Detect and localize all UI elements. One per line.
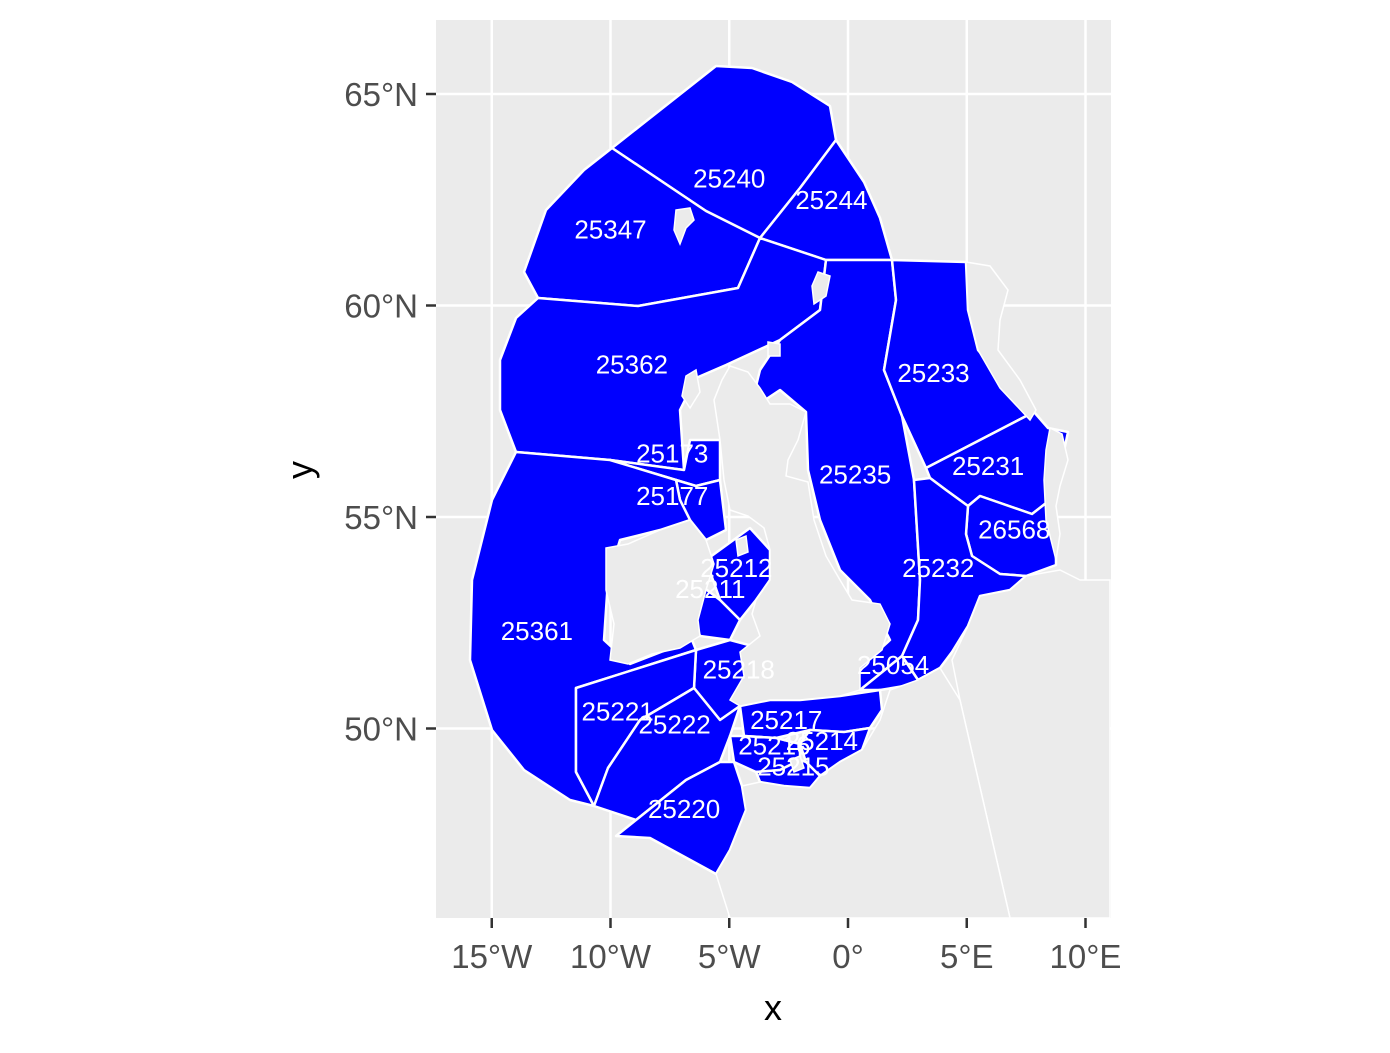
zone-label-25220: 25220 [648,794,720,824]
denmark-land [1043,426,1069,561]
zone-label-25173: 25173 [636,439,708,469]
zone-label-25232: 25232 [902,553,974,583]
zone-label-25054: 25054 [857,650,929,680]
x-axis: 15°W 10°W 5°W 0° 5°E 10°E [451,918,1121,975]
orkney-islands [767,341,781,357]
x-tick-label: 10°E [1050,938,1122,975]
y-tick-label: 60°N [344,288,418,325]
zone-label-25361: 25361 [501,616,573,646]
zone-labels: 25240 25244 25347 25362 25233 25173 25231 25235… [501,164,1051,824]
zone-label-25231: 25231 [952,451,1024,481]
zone-label-25212: 25212 [700,553,772,583]
zone-label-25177: 25177 [636,481,708,511]
x-tick-label: 0° [832,938,864,975]
land-masses [605,207,1111,919]
zone-label-25216: 25216 [738,730,810,760]
zone-label-25235: 25235 [819,460,891,490]
y-tick-label: 55°N [344,499,418,536]
great-britain-land [713,365,891,707]
zone-label-25211: 25211 [675,574,745,604]
faroe-islands [673,207,695,247]
zone-label-25362: 25362 [596,350,668,380]
x-axis-title: x [764,987,782,1028]
shetland-islands [811,271,831,306]
zone-label-25221: 25221 [581,697,653,727]
zone-label-25240: 25240 [693,164,765,194]
zone-label-25233: 25233 [897,358,969,388]
y-tick-label: 65°N [344,76,418,113]
netherlands-coast [951,569,1111,919]
x-tick-label: 15°W [451,938,533,975]
zone-label-25347: 25347 [574,214,646,244]
zone-label-26568: 26568 [978,515,1050,545]
zone-label-25218: 25218 [703,654,775,684]
x-tick-label: 5°W [698,938,762,975]
y-axis: 65°N 60°N 55°N 50°N [344,76,436,748]
channel-islands [789,755,805,773]
ireland-land [605,519,715,665]
zone-label-25222: 25222 [638,709,710,739]
zone-label-25215: 25215 [757,752,829,782]
zone-shape-25361[interactable] [468,450,698,808]
isle-of-man [735,534,749,558]
x-tick-label: 5°E [940,938,994,975]
zone-label-25217: 25217 [750,705,822,735]
norway-land [965,261,1037,422]
x-tick-label: 10°W [570,938,652,975]
y-tick-label: 50°N [344,711,418,748]
france-coast [715,667,1011,919]
hebrides-islands [681,368,701,410]
zone-label-25214: 25214 [786,726,858,756]
zone-polygons [468,64,1070,876]
y-axis-title: y [279,461,320,479]
zone-label-25244: 25244 [795,185,867,215]
